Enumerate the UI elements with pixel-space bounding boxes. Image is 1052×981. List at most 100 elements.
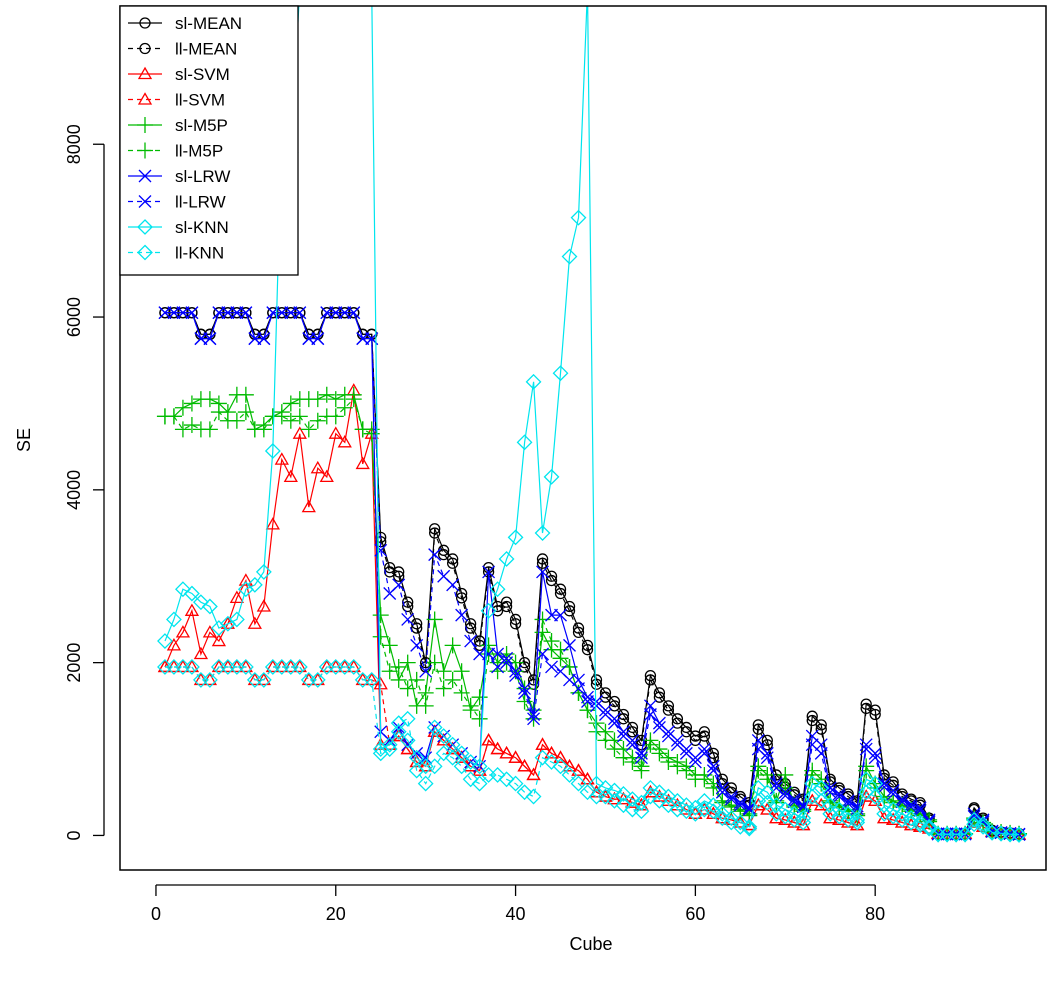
data-point-ll-KNN bbox=[516, 784, 533, 801]
data-point-sl-MEAN bbox=[860, 698, 872, 710]
data-point-sl-LRW bbox=[697, 742, 711, 756]
data-point-ll-M5P bbox=[300, 421, 317, 438]
data-point-ll-LRW bbox=[877, 780, 891, 794]
data-point-sl-KNN bbox=[858, 771, 875, 788]
legend-item: ll-LRW bbox=[128, 193, 226, 212]
data-point-sl-M5P bbox=[399, 654, 416, 671]
data-point-sl-LRW bbox=[527, 708, 541, 721]
data-point-sl-KNN bbox=[570, 209, 587, 226]
data-point-ll-LRW bbox=[913, 803, 927, 817]
legend-swatch-marker bbox=[139, 42, 151, 55]
data-point-sl-KNN bbox=[714, 805, 731, 822]
data-point-sl-KNN bbox=[444, 736, 461, 753]
data-point-sl-KNN bbox=[408, 749, 425, 766]
data-point-ll-M5P bbox=[426, 654, 443, 671]
legend-swatch-marker bbox=[137, 219, 153, 235]
data-point-ll-M5P bbox=[408, 671, 425, 688]
data-point-ll-M5P bbox=[291, 408, 308, 425]
data-point-ll-M5P bbox=[750, 762, 767, 779]
data-point-ll-M5P bbox=[822, 794, 839, 811]
data-point-ll-LRW bbox=[401, 612, 415, 626]
data-point-ll-KNN bbox=[885, 808, 902, 825]
data-point-ll-KNN bbox=[462, 771, 479, 788]
data-point-ll-MEAN bbox=[572, 626, 585, 639]
data-point-ll-LRW bbox=[455, 608, 469, 622]
data-point-sl-M5P bbox=[444, 637, 461, 654]
data-point-sl-SVM bbox=[184, 603, 200, 616]
data-point-sl-KNN bbox=[777, 801, 794, 818]
data-point-ll-M5P bbox=[255, 421, 272, 438]
data-point-ll-LRW bbox=[284, 306, 298, 320]
data-point-ll-LRW bbox=[643, 708, 657, 721]
data-point-ll-LRW bbox=[428, 548, 442, 562]
data-point-ll-LRW bbox=[491, 660, 505, 674]
data-point-sl-KNN bbox=[534, 525, 551, 541]
data-point-ll-KNN bbox=[660, 797, 677, 814]
data-point-sl-MEAN bbox=[384, 561, 396, 574]
legend-swatch-marker bbox=[137, 92, 153, 105]
data-point-ll-KNN bbox=[651, 792, 668, 809]
data-point-sl-KNN bbox=[480, 602, 497, 619]
data-point-sl-KNN bbox=[166, 611, 182, 628]
data-point-ll-LRW bbox=[347, 306, 361, 320]
data-point-ll-SVM bbox=[580, 771, 595, 785]
data-point-sl-MEAN bbox=[527, 674, 540, 686]
data-point-sl-MEAN bbox=[671, 713, 684, 725]
data-point-ll-LRW bbox=[392, 578, 406, 592]
data-point-sl-MEAN bbox=[563, 600, 576, 613]
data-point-ll-LRW bbox=[212, 306, 226, 320]
data-point-sl-MEAN bbox=[464, 618, 477, 630]
data-point-ll-M5P bbox=[354, 421, 371, 438]
data-point-sl-M5P bbox=[372, 607, 389, 624]
data-point-sl-M5P bbox=[453, 663, 470, 680]
data-point-ll-KNN bbox=[804, 788, 821, 805]
legend-item: sl-LRW bbox=[128, 167, 230, 186]
data-point-ll-KNN bbox=[309, 672, 326, 688]
data-point-ll-LRW bbox=[419, 664, 433, 678]
data-point-sl-KNN bbox=[435, 728, 452, 744]
data-point-ll-SVM bbox=[526, 767, 541, 781]
data-point-ll-LRW bbox=[724, 792, 738, 806]
data-point-ll-KNN bbox=[453, 758, 470, 775]
data-point-sl-KNN bbox=[876, 797, 893, 814]
x-axis-title: Cube bbox=[569, 934, 612, 954]
data-point-ll-LRW bbox=[518, 686, 532, 700]
data-point-ll-KNN bbox=[426, 758, 443, 775]
data-point-ll-M5P bbox=[201, 421, 218, 438]
data-point-ll-MEAN bbox=[393, 570, 405, 582]
data-point-sl-SVM bbox=[220, 616, 236, 629]
data-point-sl-KNN bbox=[705, 797, 722, 814]
legend-label: ll-SVM bbox=[175, 91, 225, 110]
series-line-ll-MEAN bbox=[165, 312, 1020, 835]
data-point-sl-KNN bbox=[507, 529, 524, 546]
data-point-sl-KNN bbox=[381, 736, 398, 753]
data-point-ll-KNN bbox=[255, 672, 272, 688]
data-point-ll-KNN bbox=[678, 803, 695, 820]
data-point-ll-MEAN bbox=[429, 527, 441, 539]
data-point-ll-KNN bbox=[184, 659, 200, 675]
data-point-sl-KNN bbox=[669, 792, 686, 809]
data-point-sl-KNN bbox=[624, 791, 641, 808]
data-point-sl-KNN bbox=[255, 564, 272, 580]
data-point-ll-LRW bbox=[158, 306, 172, 320]
data-point-ll-LRW bbox=[527, 712, 541, 726]
data-point-sl-M5P bbox=[426, 611, 443, 628]
x-tick-label: 60 bbox=[685, 904, 705, 924]
data-point-ll-KNN bbox=[867, 788, 884, 805]
data-point-ll-M5P bbox=[372, 628, 389, 645]
series-sl-M5P bbox=[156, 386, 1028, 842]
data-point-sl-LRW bbox=[392, 720, 406, 734]
data-point-ll-M5P bbox=[633, 762, 650, 779]
data-point-ll-MEAN bbox=[860, 702, 872, 715]
data-point-sl-KNN bbox=[615, 786, 632, 802]
data-point-ll-M5P bbox=[273, 408, 290, 425]
data-point-sl-SVM bbox=[355, 456, 370, 470]
data-point-ll-LRW bbox=[832, 790, 846, 804]
data-point-ll-LRW bbox=[769, 781, 783, 795]
data-point-ll-M5P bbox=[435, 680, 452, 697]
data-point-sl-KNN bbox=[588, 775, 605, 792]
data-point-sl-LRW bbox=[563, 638, 576, 652]
data-point-sl-KNN bbox=[462, 754, 479, 770]
data-point-ll-LRW bbox=[868, 751, 882, 765]
data-point-ll-KNN bbox=[642, 788, 659, 805]
